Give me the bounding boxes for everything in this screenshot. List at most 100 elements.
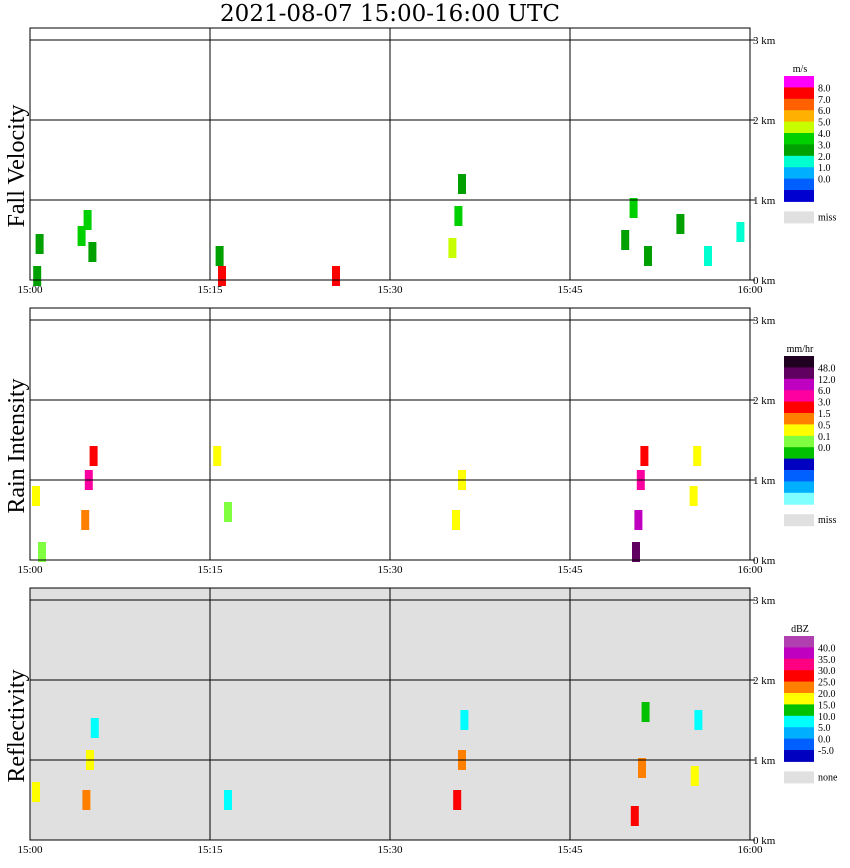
colorbar-swatch <box>784 693 814 705</box>
data-cell-0-10 <box>458 174 466 194</box>
x-tick-label: 15:30 <box>377 844 403 856</box>
colorbar-swatch <box>784 121 814 134</box>
colorbar-swatch <box>784 458 814 471</box>
colorbar-tick-label: 5.0 <box>818 118 831 129</box>
y-tick-label: 0 km <box>753 835 776 847</box>
data-cell-0-0 <box>33 266 42 286</box>
data-cell-1-1 <box>38 542 46 562</box>
y-tick-label: 1 km <box>753 195 776 207</box>
x-tick-label: 15:00 <box>17 564 43 576</box>
data-cell-1-2 <box>81 510 90 530</box>
y-tick-label: 2 km <box>753 115 776 127</box>
colorbar-swatch <box>784 738 814 751</box>
colorbar-tick-label: 3.0 <box>818 398 831 409</box>
plot-frame-1 <box>29 307 751 561</box>
colorbar-tick-label: 20.0 <box>818 689 836 700</box>
colorbar-tick-label: 35.0 <box>818 655 836 666</box>
data-cell-0-1 <box>35 234 44 254</box>
data-cell-2-5 <box>453 790 462 810</box>
x-tick-label: 15:15 <box>197 844 223 856</box>
data-cell-2-10 <box>641 702 650 722</box>
data-cell-2-3 <box>90 718 99 738</box>
colorbar-missing-swatch <box>784 211 814 224</box>
data-cell-0-3 <box>83 210 92 230</box>
colorbar-swatch <box>784 750 814 762</box>
colorbar-tick-label: 6.0 <box>818 106 831 117</box>
colorbar-swatch <box>784 704 814 717</box>
colorbar-tick-label: 40.0 <box>818 643 836 654</box>
x-tick-label: 15:45 <box>557 284 583 296</box>
data-cell-1-0 <box>32 486 40 506</box>
x-tick-label: 15:00 <box>17 844 43 856</box>
colorbar-tick-label: 8.0 <box>818 83 831 94</box>
y-tick-label: 2 km <box>753 395 776 407</box>
colorbar-tick-label: -5.0 <box>818 746 834 757</box>
colorbar-swatch <box>784 413 814 425</box>
data-cell-1-4 <box>89 446 98 466</box>
colorbar-swatch <box>784 636 814 648</box>
colorbar-tick-label: 12.0 <box>818 375 836 386</box>
figure-title: 2021-08-07 15:00-16:00 UTC <box>220 1 560 27</box>
colorbar-tick-label: 10.0 <box>818 712 836 723</box>
x-tick-label: 16:00 <box>737 564 763 576</box>
panel-ylabel-1: Rain Intensity <box>4 378 30 513</box>
colorbar-tick-label: 0.0 <box>818 443 831 454</box>
colorbar-swatch <box>784 133 814 145</box>
data-cell-0-13 <box>644 246 652 266</box>
data-cell-0-16 <box>736 222 745 242</box>
colorbar-swatch <box>784 144 814 157</box>
colorbar-missing-swatch <box>784 771 814 784</box>
colorbar-tick-label: 7.0 <box>818 95 831 106</box>
colorbar-swatch <box>784 647 814 660</box>
data-cell-2-9 <box>638 758 646 778</box>
colorbar-missing-swatch <box>784 514 814 527</box>
colorbar-missing-label: miss <box>818 212 836 223</box>
data-cell-0-14 <box>676 214 685 234</box>
x-tick-label: 16:00 <box>737 844 763 856</box>
colorbar-swatch <box>784 401 814 414</box>
data-cell-1-6 <box>224 502 232 522</box>
colorbar-swatch <box>784 424 814 437</box>
data-cell-1-12 <box>640 446 649 466</box>
colorbar-tick-label: 0.5 <box>818 420 831 431</box>
x-tick-label: 15:30 <box>377 284 403 296</box>
colorbar-tick-label: 0.1 <box>818 432 831 443</box>
colorbar-missing-label: miss <box>818 515 836 526</box>
colorbar-swatch <box>784 447 814 460</box>
x-tick-label: 15:30 <box>377 564 403 576</box>
x-tick-label: 15:15 <box>197 564 223 576</box>
data-cell-1-9 <box>632 542 640 562</box>
colorbar-unit-0: m/s <box>793 64 808 75</box>
colorbar-swatch <box>784 670 814 683</box>
x-tick-label: 16:00 <box>737 284 763 296</box>
data-cell-0-5 <box>215 246 224 266</box>
data-cell-0-15 <box>704 246 712 266</box>
data-cell-0-8 <box>448 238 457 258</box>
colorbar-swatch <box>784 87 814 100</box>
colorbar-unit-1: mm/hr <box>787 344 814 355</box>
data-cell-0-2 <box>77 226 86 246</box>
data-cell-1-10 <box>634 510 643 530</box>
data-cell-1-14 <box>693 446 702 466</box>
colorbar-tick-label: 0.0 <box>818 735 831 746</box>
colorbar-unit-2: dBZ <box>791 624 809 635</box>
colorbar-swatch <box>784 727 814 740</box>
x-tick-label: 15:00 <box>17 284 43 296</box>
x-tick-label: 15:15 <box>197 284 223 296</box>
colorbar-tick-label: 6.0 <box>818 386 831 397</box>
plot-frame-2 <box>29 587 751 841</box>
colorbar-tick-label: 30.0 <box>818 666 836 677</box>
colorbar-tick-label: 0.0 <box>818 175 831 186</box>
y-tick-label: 0 km <box>753 275 776 287</box>
colorbar-swatch <box>784 658 814 671</box>
y-tick-label: 2 km <box>753 675 776 687</box>
data-cell-2-0 <box>32 782 40 802</box>
colorbar-tick-label: 48.0 <box>818 363 836 374</box>
x-tick-label: 15:45 <box>557 844 583 856</box>
y-tick-label: 1 km <box>753 755 776 767</box>
colorbar-tick-label: 1.0 <box>818 163 831 174</box>
colorbar-swatch <box>784 76 814 88</box>
colorbar-swatch <box>784 481 814 494</box>
colorbar-missing-label: none <box>818 772 838 783</box>
colorbar-swatch <box>784 190 814 202</box>
